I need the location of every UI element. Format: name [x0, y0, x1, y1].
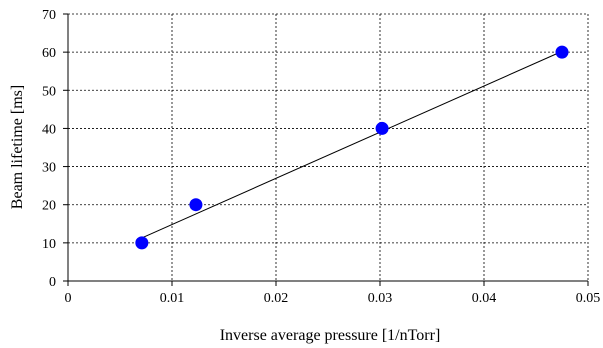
- y-tick-label: 0: [49, 275, 56, 290]
- y-tick-label: 10: [42, 237, 56, 252]
- y-tick-label: 20: [42, 199, 56, 214]
- data-point: [375, 121, 389, 135]
- x-tick-label: 0.04: [472, 291, 497, 306]
- trendline-layer: [141, 50, 563, 239]
- y-axis-title: Beam lifetime [ms]: [9, 85, 26, 209]
- x-axis-title: Inverse average pressure [1/nTorr]: [220, 327, 441, 344]
- y-tick-label: 50: [42, 84, 56, 99]
- x-tick-label: 0.03: [368, 291, 393, 306]
- x-tick-label: 0.02: [264, 291, 289, 306]
- x-tick-label: 0.05: [576, 291, 601, 306]
- grid-lines: [68, 13, 589, 281]
- data-point: [189, 198, 203, 212]
- x-tick-label: 0: [65, 291, 72, 306]
- trendline: [141, 50, 563, 239]
- tick-labels: 0 0.01 0.02 0.03 0.04 0.05 0 10 20 30 40 50 60 70: [42, 8, 600, 306]
- y-tick-label: 60: [42, 46, 56, 61]
- y-tick-label: 30: [42, 161, 56, 176]
- data-point: [555, 45, 569, 59]
- axes: [63, 13, 589, 286]
- data-point: [135, 236, 149, 250]
- x-tick-label: 0.01: [160, 291, 185, 306]
- data-points: [135, 45, 569, 250]
- y-tick-label: 40: [42, 122, 56, 137]
- y-tick-label: 70: [42, 8, 56, 23]
